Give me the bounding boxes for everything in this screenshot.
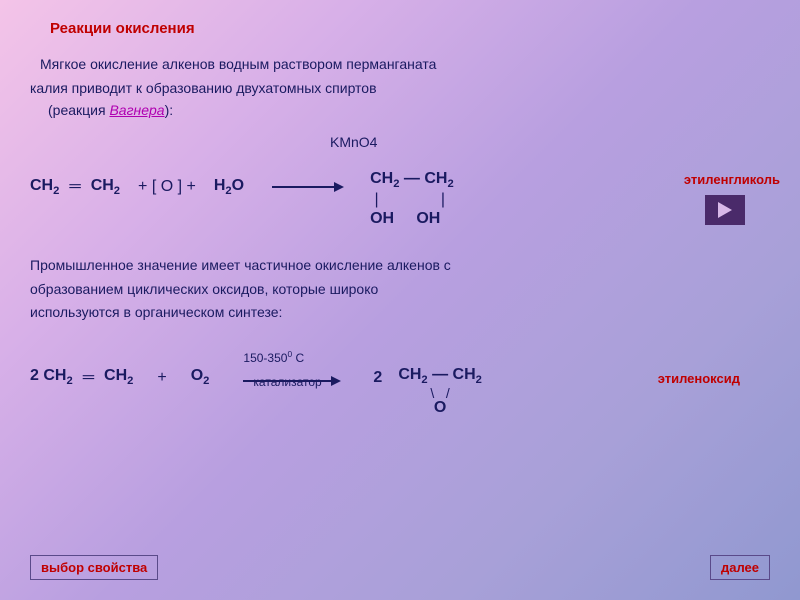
mid-line-1: Промышленное значение имеет частичное ок… [30, 256, 770, 276]
intro-line-1: Мягкое окисление алкенов водным растворо… [40, 55, 770, 75]
choose-property-button[interactable]: выбор свойства [30, 555, 158, 580]
r1-reactant-ch2: CH2 [30, 177, 59, 197]
r2-ch2b: CH2 [104, 367, 133, 387]
r1-product: CH2 — CH2 | | OH OH [370, 170, 454, 228]
double-bond: ═ [69, 178, 80, 196]
section-title: Реакции окисления [50, 20, 770, 37]
r2-product: CH2 — CH2 \ / O [398, 367, 482, 416]
kmno4-label: KMnO4 [330, 134, 377, 150]
r2-left: 2 CH2 [30, 367, 73, 387]
play-button[interactable] [705, 195, 745, 225]
intro-line-2: калия приводит к образованию двухатомных… [30, 79, 770, 99]
wagner-link[interactable]: Вагнера [109, 102, 164, 118]
mid-line-2: образованием циклических оксидов, которы… [30, 280, 770, 300]
r1-h2o: H2O [214, 177, 244, 197]
r2-coef-right: 2 [373, 369, 382, 387]
wagner-suffix: ): [165, 102, 174, 118]
reaction-1: KMnO4 CH2 ═ CH2 + [ O ] + H2O CH2 — CH2 … [30, 158, 770, 216]
ethyleneoxide-label: этиленоксид [658, 371, 740, 386]
next-button[interactable]: далее [710, 555, 770, 580]
cond-temperature: 150-3500 С [243, 349, 304, 365]
cond-catalyst: катализатор [253, 375, 321, 389]
ethyleneglycol-label: этиленгликоль [684, 172, 780, 187]
r1-plus-o: + [ O ] + [138, 178, 196, 196]
r2-plus: + [157, 369, 166, 387]
mid-line-3: используются в органическом синтезе: [30, 303, 770, 323]
reaction-2: 2 CH2 ═ CH2 + O2 150-3500 С катализатор … [30, 353, 770, 402]
r1-reactant-ch2b: CH2 [91, 177, 120, 197]
wagner-prefix: (реакция [48, 102, 109, 118]
reaction-arrow-1 [272, 186, 342, 188]
wagner-line: (реакция Вагнера): [48, 102, 770, 118]
double-bond-2: ═ [83, 369, 94, 387]
r2-o2: O2 [191, 367, 210, 387]
